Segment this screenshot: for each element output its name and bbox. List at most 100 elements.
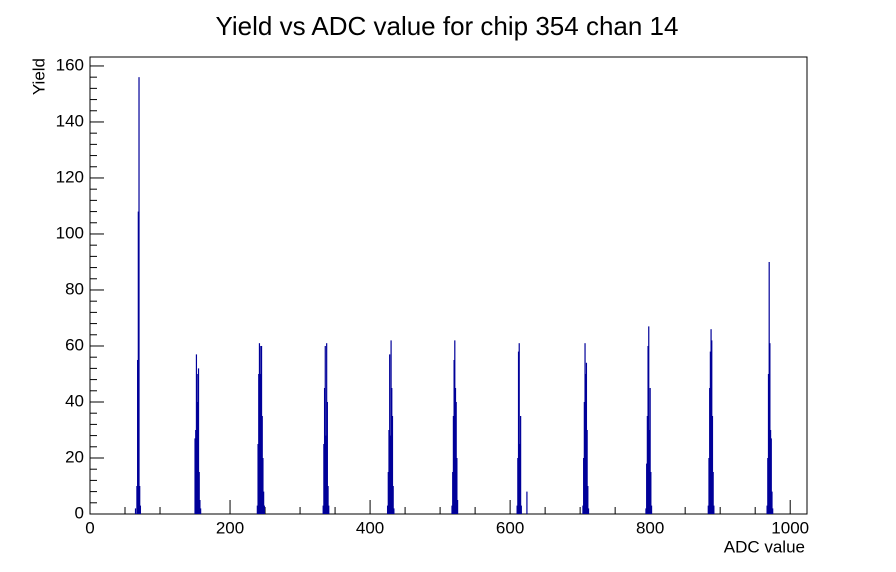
bar xyxy=(456,457,458,514)
bar xyxy=(587,508,590,514)
bar xyxy=(452,471,454,514)
bar xyxy=(199,499,201,514)
bar xyxy=(583,401,585,514)
bar xyxy=(771,491,773,514)
bar xyxy=(709,387,711,514)
bar xyxy=(712,471,714,514)
x-tick-label: 800 xyxy=(636,518,664,537)
bar xyxy=(137,359,139,514)
bar xyxy=(455,401,457,514)
bar xyxy=(197,368,200,514)
y-tick-label: 20 xyxy=(65,447,84,466)
bar xyxy=(200,508,202,514)
bar xyxy=(257,443,259,514)
bar xyxy=(586,429,588,514)
bar xyxy=(323,443,325,514)
bar xyxy=(520,505,522,514)
bar xyxy=(137,211,139,514)
x-tick-label: 0 xyxy=(85,518,94,537)
bar xyxy=(258,373,260,514)
y-tick-label: 60 xyxy=(65,335,84,354)
bar xyxy=(194,438,196,514)
bar xyxy=(526,491,528,514)
bar xyxy=(582,505,584,514)
bar xyxy=(711,340,713,514)
bar xyxy=(139,505,142,514)
bar xyxy=(647,345,649,514)
bar xyxy=(452,415,455,514)
bar xyxy=(328,505,330,514)
bar xyxy=(326,401,328,514)
bar xyxy=(136,485,138,514)
bar xyxy=(262,457,264,514)
y-tick-label: 0 xyxy=(75,503,84,522)
bar xyxy=(766,505,768,514)
y-tick-label: 160 xyxy=(56,55,84,74)
bar xyxy=(325,435,327,514)
bar xyxy=(326,343,328,514)
bar xyxy=(198,471,200,514)
bar xyxy=(327,485,329,514)
y-tick-label: 40 xyxy=(65,391,84,410)
x-axis-label: ADC value xyxy=(724,537,805,556)
bar xyxy=(196,401,198,514)
bar xyxy=(709,351,711,514)
bar xyxy=(648,429,651,514)
bar xyxy=(138,77,140,514)
bar xyxy=(767,373,770,514)
bar xyxy=(769,343,771,514)
bar xyxy=(650,471,652,514)
bar xyxy=(768,261,770,514)
chart-title: Yield vs ADC value for chip 354 chan 14 xyxy=(216,11,679,41)
bar xyxy=(388,429,390,514)
bar xyxy=(650,505,653,514)
x-tick-label: 1000 xyxy=(771,518,809,537)
bar xyxy=(195,429,197,514)
bar xyxy=(391,415,394,514)
y-axis-label: Yield xyxy=(29,58,48,95)
bar xyxy=(457,499,459,514)
bar xyxy=(197,373,199,514)
bar xyxy=(392,485,394,514)
bar xyxy=(261,415,263,514)
bar xyxy=(584,343,586,514)
x-tick-label: 200 xyxy=(216,518,244,537)
y-tick-label: 80 xyxy=(65,279,84,298)
bar xyxy=(585,362,588,514)
y-tick-label: 100 xyxy=(56,223,84,242)
bar xyxy=(390,340,392,514)
x-tick-label: 600 xyxy=(496,518,524,537)
bar xyxy=(139,485,141,514)
bar xyxy=(772,508,774,514)
bar xyxy=(708,457,710,514)
bar xyxy=(710,329,712,514)
bar xyxy=(517,457,519,514)
bar xyxy=(767,457,769,514)
bar xyxy=(587,485,589,514)
bar xyxy=(195,354,198,514)
bar xyxy=(387,471,389,514)
bar xyxy=(646,463,648,514)
y-tick-label: 120 xyxy=(56,167,84,186)
bar xyxy=(713,505,715,514)
bar xyxy=(711,415,714,514)
bar xyxy=(518,343,520,514)
bar xyxy=(386,505,389,514)
bar xyxy=(454,340,456,514)
bar xyxy=(707,505,709,514)
bar xyxy=(324,345,326,514)
bar xyxy=(583,457,585,514)
bar xyxy=(648,326,650,514)
bar xyxy=(516,505,518,514)
bar xyxy=(585,373,587,514)
bar xyxy=(389,435,391,514)
bar xyxy=(520,415,522,514)
bar xyxy=(134,508,137,514)
bar xyxy=(769,429,772,514)
bar xyxy=(770,438,772,514)
bar xyxy=(645,508,647,514)
bar xyxy=(451,505,453,514)
y-tick-label: 140 xyxy=(56,111,84,130)
bar xyxy=(260,373,262,514)
